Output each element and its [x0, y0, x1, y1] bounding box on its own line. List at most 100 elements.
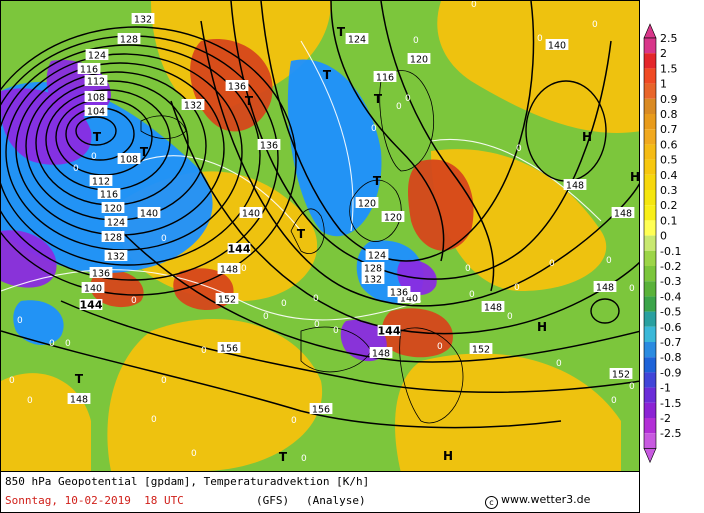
zero-label: 0 — [371, 124, 377, 134]
contour-label-text: 108 — [87, 93, 105, 104]
contour-label: 128 — [361, 262, 385, 275]
contour-label-text: 140 — [400, 294, 418, 305]
contour-label: 144 — [378, 325, 401, 338]
contour-label-box — [397, 292, 421, 303]
contour-label: 108 — [84, 91, 108, 104]
contour-label-box — [481, 301, 505, 312]
contour-label-text: 116 — [100, 190, 118, 201]
contour-label-text: 124 — [368, 251, 386, 262]
geopotential-contour — [330, 1, 445, 262]
zero-label: 0 — [281, 299, 287, 309]
contour-label-box — [84, 105, 108, 116]
low-pressure-marker: T — [373, 174, 382, 188]
advection-area — [1, 230, 57, 288]
coastline — [399, 327, 464, 424]
low-pressure-marker: T — [75, 372, 84, 386]
legend-tick-label: -0.3 — [660, 275, 681, 288]
zero-label: 0 — [91, 152, 97, 162]
contour-label-box — [79, 299, 103, 310]
contour-label-box — [137, 207, 161, 218]
zero-label: 0 — [413, 36, 419, 46]
contour-label: 136 — [257, 139, 281, 152]
zero-label: 0 — [65, 339, 71, 349]
geopotential-contour — [590, 298, 620, 324]
contour-label: 132 — [361, 273, 385, 286]
zero-contour — [140, 155, 302, 232]
contour-label-text: 112 — [92, 177, 110, 188]
legend-arrow-bottom — [643, 448, 657, 464]
contour-label-box — [181, 99, 205, 110]
contour-label: 120 — [101, 202, 125, 215]
contour-label-box — [84, 91, 108, 102]
geopotential-contour — [200, 20, 639, 307]
zero-contour — [430, 139, 602, 222]
contour-label-text: 148 — [596, 283, 614, 294]
zero-label: 0 — [263, 312, 269, 322]
contour-label-text: 148 — [484, 303, 502, 314]
legend-swatch — [644, 190, 656, 206]
contour-label-box — [101, 202, 125, 213]
contour-label: 120 — [355, 197, 379, 210]
zero-label: 0 — [514, 283, 520, 293]
advection-map: 1041081121161241081121161201241281321361… — [1, 1, 639, 471]
contour-label-box — [377, 325, 401, 336]
contour-label-box — [365, 249, 389, 260]
contour-label: 104 — [84, 105, 108, 118]
contour-label-text: 124 — [88, 51, 106, 62]
zero-label: 0 — [611, 396, 617, 406]
contour-label: 108 — [117, 153, 141, 166]
contour-label: 120 — [381, 211, 405, 224]
contour-label-text: 120 — [410, 55, 428, 66]
contour-label-box — [355, 197, 379, 208]
geopotential-contour — [60, 300, 639, 393]
legend-tick-label: 1 — [660, 78, 667, 91]
contour-label-box — [345, 33, 369, 44]
contour-label-box — [239, 207, 263, 218]
legend-tick-label: 0.7 — [660, 123, 678, 136]
legend-swatch — [644, 418, 656, 434]
zero-label: 0 — [73, 164, 79, 174]
advection-area — [107, 319, 323, 471]
contour-label-text: 148 — [614, 209, 632, 220]
contour-label-text: 148 — [70, 395, 88, 406]
contour-label-box — [101, 231, 125, 242]
low-pressure-marker: T — [245, 94, 254, 108]
contour-label: 144 — [228, 243, 251, 256]
advection-area — [431, 149, 607, 291]
zero-label: 0 — [27, 396, 33, 406]
contour-label: 112 — [84, 75, 108, 88]
contour-label-text: 132 — [107, 252, 125, 263]
contour-label-text: 156 — [312, 405, 330, 416]
contour-label: 156 — [217, 342, 241, 355]
legend-swatch — [644, 114, 656, 130]
contour-label-text: 112 — [87, 77, 105, 88]
contour-label: 124 — [85, 49, 109, 62]
contour-label-text: 148 — [220, 265, 238, 276]
map-title: 850 hPa Geopotential [gpdam], Temperatur… — [5, 475, 370, 488]
contour-label-text: 132 — [364, 275, 382, 286]
contour-label-box — [469, 343, 493, 354]
legend-tick-label: 0.3 — [660, 184, 678, 197]
contour-label-box — [593, 281, 617, 292]
advection-area — [287, 59, 382, 237]
contour-label: 148 — [67, 393, 91, 406]
advection-area — [13, 300, 64, 346]
contour-label: 148 — [611, 207, 635, 220]
contour-label-box — [217, 263, 241, 274]
legend-tick-label: 0.9 — [660, 93, 678, 106]
contour-label-text: 128 — [364, 264, 382, 275]
legend-tick-label: -0.6 — [660, 321, 681, 334]
zero-label: 0 — [556, 359, 562, 369]
zero-label: 0 — [465, 264, 471, 274]
credit-link[interactable]: www.wetter3.de — [501, 493, 591, 506]
zero-label: 0 — [49, 339, 55, 349]
zero-label: 0 — [151, 415, 157, 425]
zero-label: 0 — [201, 346, 207, 356]
contour-label: 112 — [89, 175, 113, 188]
contour-label-box — [104, 250, 128, 261]
contour-label: 140 — [81, 282, 105, 295]
contour-label-text: 148 — [372, 349, 390, 360]
legend-swatch — [644, 387, 656, 403]
contour-label: 152 — [609, 368, 633, 381]
advection-area — [437, 1, 639, 133]
